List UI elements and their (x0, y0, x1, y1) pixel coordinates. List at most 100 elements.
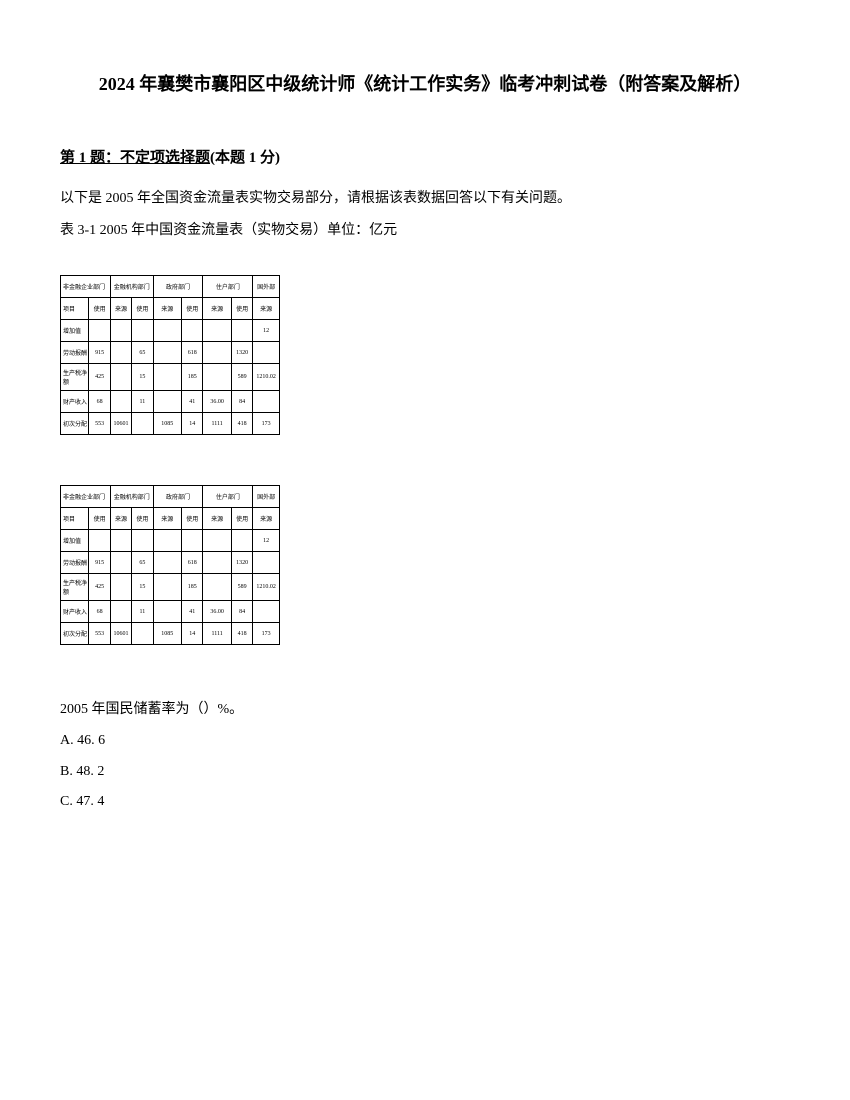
header-cell: 来源 (253, 508, 280, 530)
data-cell: 553 (89, 413, 110, 435)
header-cell: 使用 (182, 508, 203, 530)
data-cell (110, 342, 131, 364)
header-cell: 来源 (203, 298, 231, 320)
header-cell: 政府部门 (153, 276, 203, 298)
data-cell (153, 601, 181, 623)
data-cell: 14 (182, 413, 203, 435)
header-cell: 非金融企业部门 (61, 486, 111, 508)
header-cell: 非金融企业部门 (61, 276, 111, 298)
row-label: 财产收入 (61, 391, 89, 413)
data-cell: 12 (253, 530, 280, 552)
data-cell (153, 530, 181, 552)
data-cell: 1111 (203, 413, 231, 435)
header-cell: 使用 (132, 298, 153, 320)
data-cell: 1210.02 (253, 364, 280, 391)
data-cell (110, 601, 131, 623)
row-label: 初次分配 (61, 623, 89, 645)
header-cell: 来源 (253, 298, 280, 320)
table-row: 非金融企业部门 金融机构部门 政府部门 住户部门 国外部 (61, 486, 280, 508)
header-cell: 来源 (153, 298, 181, 320)
question-score: (本题 1 分) (210, 150, 280, 166)
data-cell: 618 (182, 552, 203, 574)
data-cell: 173 (253, 413, 280, 435)
data-cell: 1085 (153, 413, 181, 435)
option-c: C. 47. 4 (60, 787, 790, 818)
data-cell: 41 (182, 391, 203, 413)
data-cell (203, 364, 231, 391)
header-cell: 项目 (61, 298, 89, 320)
header-cell: 使用 (182, 298, 203, 320)
data-cell: 15 (132, 574, 153, 601)
data-cell (182, 320, 203, 342)
data-cell: 10601 (110, 413, 131, 435)
data-cell: 84 (231, 601, 252, 623)
section-header: 第 1 题：不定项选择题(本题 1 分) (60, 146, 790, 167)
data-cell: 915 (89, 342, 110, 364)
header-cell: 国外部 (253, 276, 280, 298)
data-cell: 12 (253, 320, 280, 342)
table-row: 财产收入 68 11 41 36.00 84 (61, 391, 280, 413)
table-container-1: 非金融企业部门 金融机构部门 政府部门 住户部门 国外部 项目 使用 来源 使用… (60, 275, 790, 435)
data-cell (203, 342, 231, 364)
data-table-2: 非金融企业部门 金融机构部门 政府部门 住户部门 国外部 项目 使用 来源 使用… (60, 485, 280, 645)
data-table-1: 非金融企业部门 金融机构部门 政府部门 住户部门 国外部 项目 使用 来源 使用… (60, 275, 280, 435)
data-cell (203, 320, 231, 342)
table-row: 增加值 12 (61, 530, 280, 552)
table-row: 初次分配 553 10601 1085 14 1111 418 173 (61, 623, 280, 645)
option-b: B. 48. 2 (60, 757, 790, 788)
header-cell: 来源 (110, 298, 131, 320)
header-cell: 项目 (61, 508, 89, 530)
intro-line-2: 表 3-1 2005 年中国资金流量表（实物交易）单位：亿元 (60, 217, 790, 245)
data-cell (132, 530, 153, 552)
data-cell (153, 574, 181, 601)
data-cell: 185 (182, 574, 203, 601)
data-cell: 36.00 (203, 391, 231, 413)
header-cell: 住户部门 (203, 276, 253, 298)
table-row: 生产税净额 425 15 185 589 1210.02 (61, 364, 280, 391)
data-cell (203, 574, 231, 601)
row-label: 劳动报酬 (61, 342, 89, 364)
table-row: 项目 使用 来源 使用 来源 使用 来源 使用 来源 (61, 298, 280, 320)
data-cell: 425 (89, 574, 110, 601)
data-cell (132, 413, 153, 435)
header-cell: 来源 (153, 508, 181, 530)
table-row: 劳动报酬 915 65 618 1320 (61, 552, 280, 574)
data-cell (153, 364, 181, 391)
data-cell (110, 574, 131, 601)
data-cell: 1085 (153, 623, 181, 645)
table-row: 劳动报酬 915 65 618 1320 (61, 342, 280, 364)
data-cell (153, 552, 181, 574)
data-cell: 915 (89, 552, 110, 574)
row-label: 生产税净额 (61, 574, 89, 601)
header-cell: 来源 (110, 508, 131, 530)
data-cell (203, 530, 231, 552)
data-cell (110, 530, 131, 552)
data-cell: 65 (132, 342, 153, 364)
header-cell: 使用 (89, 298, 110, 320)
data-cell: 185 (182, 364, 203, 391)
data-cell (89, 530, 110, 552)
table-row: 财产收入 68 11 41 36.00 84 (61, 601, 280, 623)
data-cell: 65 (132, 552, 153, 574)
data-cell: 15 (132, 364, 153, 391)
data-cell (203, 552, 231, 574)
table-row: 增加值 12 (61, 320, 280, 342)
row-label: 初次分配 (61, 413, 89, 435)
data-cell: 41 (182, 601, 203, 623)
header-cell: 国外部 (253, 486, 280, 508)
data-cell (253, 342, 280, 364)
data-cell: 618 (182, 342, 203, 364)
data-cell: 1320 (231, 342, 252, 364)
question-text: 2005 年国民储蓄率为（）%。 (60, 695, 790, 726)
data-cell (110, 364, 131, 391)
data-cell: 1320 (231, 552, 252, 574)
option-a: A. 46. 6 (60, 726, 790, 757)
table-container-2: 非金融企业部门 金融机构部门 政府部门 住户部门 国外部 项目 使用 来源 使用… (60, 485, 790, 645)
question-number: 第 1 题： (60, 150, 120, 166)
data-cell (253, 601, 280, 623)
data-cell (110, 552, 131, 574)
data-cell: 68 (89, 601, 110, 623)
page-title: 2024 年襄樊市襄阳区中级统计师《统计工作实务》临考冲刺试卷（附答案及解析） (60, 70, 790, 96)
data-cell: 68 (89, 391, 110, 413)
table-row: 初次分配 553 10601 1085 14 1111 418 173 (61, 413, 280, 435)
